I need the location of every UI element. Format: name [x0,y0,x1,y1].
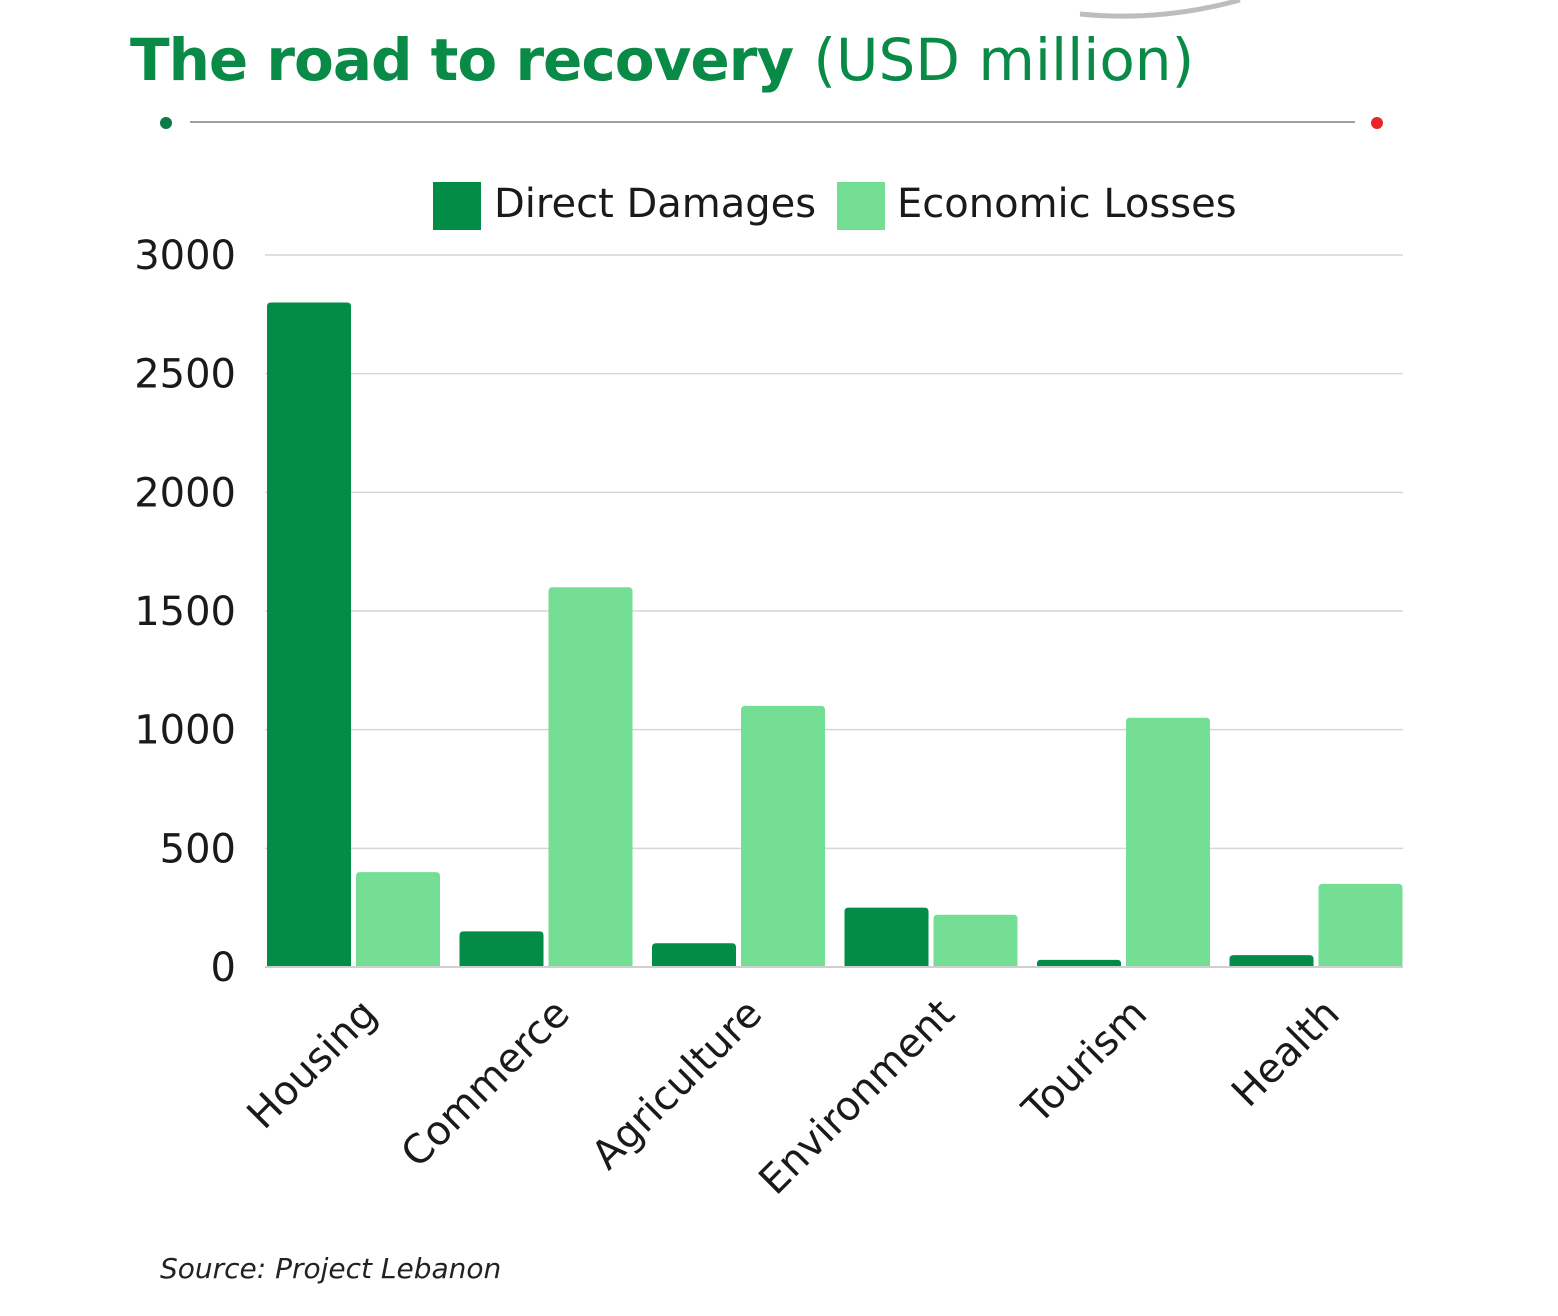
chart-title: The road to recovery (USD million) [130,24,1194,96]
divider-right-dot [1371,117,1383,129]
bars [267,302,1403,967]
legend-label-economic-losses: Economic Losses [897,181,1237,227]
bar-direct-damages-agriculture [652,943,736,967]
legend: Direct Damages Economic Losses [433,181,1237,230]
y-tick-label: 1500 [134,589,236,635]
x-tick-label: Agriculture [583,991,771,1179]
x-tick-label: Health [1223,991,1348,1116]
y-axis-ticks: 0 500 1000 1500 2000 2500 3000 [134,233,236,991]
bar-economic-losses-health [1318,883,1403,967]
x-tick-label: Environment [750,991,963,1204]
x-tick-label: Housing [239,991,387,1139]
source-note: Source: Project Lebanon [160,1252,502,1285]
x-tick-label: Tourism [1013,991,1156,1134]
y-tick-label: 2500 [134,352,236,398]
title-divider [160,117,1383,129]
bar-economic-losses-agriculture [741,705,825,967]
bar-direct-damages-housing [267,302,351,967]
bar-direct-damages-tourism [1037,959,1121,967]
chart-title-unit: (USD million) [813,26,1195,94]
y-tick-label: 2000 [134,470,236,516]
decorative-swoosh [1079,0,1241,19]
grid-layer [265,254,1403,850]
divider-left-dot [160,117,172,129]
bar-economic-losses-environment [933,914,1018,967]
bar-direct-damages-environment [844,907,929,967]
bar-direct-damages-health [1229,955,1314,967]
bar-economic-losses-housing [356,872,440,967]
chart-title-main: The road to recovery [130,26,794,94]
legend-label-direct-damages: Direct Damages [494,181,816,227]
bar-direct-damages-commerce [459,931,544,967]
bar-economic-losses-tourism [1126,717,1210,967]
x-tick-label: Commerce [393,991,579,1177]
y-tick-label: 500 [160,826,236,872]
legend-swatch-economic-losses [837,182,885,230]
y-tick-label: 1000 [134,708,236,754]
y-tick-label: 0 [211,945,236,991]
bar-economic-losses-commerce [548,587,633,967]
legend-swatch-direct-damages [433,182,481,230]
y-tick-label: 3000 [134,233,236,279]
